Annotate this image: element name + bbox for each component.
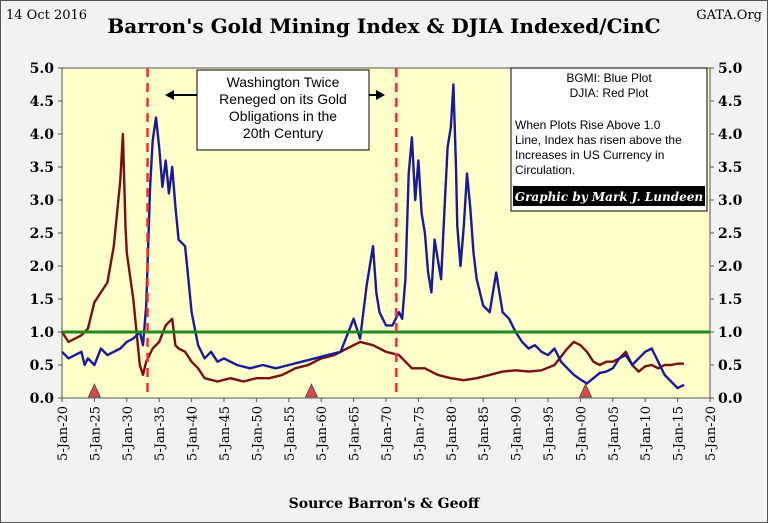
y-tick-label-right: 3.5 <box>718 160 742 176</box>
x-tick-label: 5-Jan-75 <box>412 406 427 461</box>
annotation-line-4: 20th Century <box>243 125 323 141</box>
y-tick-label-right: 0.5 <box>718 358 742 374</box>
legend-bgmi: BGMI: Blue Plot <box>566 71 652 85</box>
annotation-line-3: Obligations in the <box>229 108 337 124</box>
x-tick-label: 5-Jan-30 <box>121 406 136 461</box>
y-tick-label-left: 2.5 <box>30 226 54 242</box>
source-label: Source Barron's & Geoff <box>289 496 481 512</box>
credit-text: Graphic by Mark J. Lundeen <box>515 190 703 204</box>
x-axis: 5-Jan-20 5-Jan-25 5-Jan-30 5-Jan-35 5-Jan-40… <box>56 398 719 461</box>
chart-title: Barron's Gold Mining Index & DJIA Indexe… <box>107 14 660 38</box>
x-tick-label: 5-Jan-45 <box>218 406 233 461</box>
legend-note-1: When Plots Rise Above 1.0 <box>515 118 661 132</box>
legend-djia: DJIA: Red Plot <box>570 86 649 100</box>
legend-note-2: Line, Index has risen above the <box>515 133 682 147</box>
x-tick-label: 5-Jan-80 <box>445 406 460 461</box>
y-tick-label-left: 0.0 <box>30 391 55 407</box>
y-tick-label-left: 1.0 <box>30 325 55 341</box>
triangle-marker <box>305 383 318 398</box>
reneged-annotation: Washington Twice Reneged on its Gold Obl… <box>165 69 385 151</box>
arrow-right-icon <box>376 90 385 100</box>
triangle-marker <box>87 383 101 398</box>
y-tick-label-right: 0.0 <box>718 391 743 407</box>
y-tick-label-left: 4.5 <box>30 94 54 110</box>
x-tick-label: 5-Jan-20 <box>704 406 719 461</box>
y-tick-label-right: 2.5 <box>718 226 742 242</box>
legend-note-3: Increases in US Currency in <box>515 148 664 162</box>
x-tick-label: 5-Jan-05 <box>607 406 622 461</box>
x-tick-label: 5-Jan-25 <box>88 406 103 461</box>
y-tick-label-left: 5.0 <box>30 61 55 77</box>
y-axis-left: 0.0 0.5 1.0 1.5 2.0 2.5 3.0 3.5 4.0 4.5 5.0 <box>30 61 62 407</box>
x-tick-label: 5-Jan-20 <box>56 406 71 461</box>
credit-banner <box>513 186 705 206</box>
y-tick-label-left: 0.5 <box>30 358 54 374</box>
y-tick-label-left: 1.5 <box>30 292 54 308</box>
y-tick-label-left: 4.0 <box>30 127 55 143</box>
x-tick-label: 5-Jan-85 <box>477 406 492 461</box>
x-tick-label: 5-Jan-60 <box>315 406 330 461</box>
annotation-box <box>196 69 370 151</box>
y-tick-label-right: 4.0 <box>718 127 743 143</box>
annotation-line-1: Washington Twice <box>227 74 340 90</box>
x-tick-label: 5-Jan-55 <box>283 406 298 461</box>
series-line-bgmi <box>61 83 685 390</box>
series-line-djia <box>60 132 685 383</box>
y-tick-label-left: 3.0 <box>30 193 55 209</box>
y-tick-label-right: 5.0 <box>718 61 743 77</box>
x-tick-label: 5-Jan-00 <box>574 406 589 461</box>
y-tick-label-right: 2.0 <box>718 259 743 275</box>
arrow-left-icon <box>165 90 174 100</box>
date-label: 14 Oct 2016 <box>6 8 87 23</box>
x-tick-label: 5-Jan-40 <box>186 406 201 461</box>
x-tick-label: 5-Jan-65 <box>348 406 363 461</box>
x-tick-label: 5-Jan-90 <box>510 406 525 461</box>
x-tick-label: 5-Jan-35 <box>153 406 168 461</box>
annotation-line-2: Reneged on its Gold <box>219 91 347 107</box>
plot-layer <box>60 68 710 398</box>
y-tick-label-right: 3.0 <box>718 193 743 209</box>
legend-note-4: Circulation. <box>515 163 575 177</box>
site-label: GATA.Org <box>696 8 762 23</box>
y-tick-label-right: 4.5 <box>718 94 742 110</box>
y-tick-label-right: 1.5 <box>718 292 742 308</box>
y-tick-label-left: 3.5 <box>30 160 54 176</box>
x-tick-label: 5-Jan-15 <box>672 406 687 461</box>
x-tick-label: 5-Jan-95 <box>542 406 557 461</box>
y-axis-right: 0.0 0.5 1.0 1.5 2.0 2.5 3.0 3.5 4.0 4.5 5.0 <box>710 61 743 407</box>
y-tick-label-left: 2.0 <box>30 259 55 275</box>
x-tick-label: 5-Jan-70 <box>380 406 395 461</box>
x-tick-label: 5-Jan-10 <box>639 406 654 461</box>
triangle-marker <box>579 383 593 398</box>
y-tick-label-right: 1.0 <box>718 325 743 341</box>
legend: BGMI: Blue Plot DJIA: Red Plot When Plot… <box>510 67 708 212</box>
x-tick-label: 5-Jan-50 <box>250 406 265 461</box>
